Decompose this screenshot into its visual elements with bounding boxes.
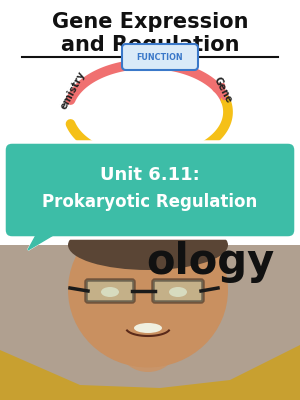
Text: emistry: emistry bbox=[59, 69, 87, 111]
Text: Gene: Gene bbox=[212, 75, 234, 105]
FancyBboxPatch shape bbox=[0, 245, 300, 400]
Polygon shape bbox=[0, 345, 300, 400]
Ellipse shape bbox=[101, 287, 119, 297]
Ellipse shape bbox=[169, 287, 187, 297]
Text: Gene Expression: Gene Expression bbox=[52, 12, 248, 32]
Ellipse shape bbox=[134, 323, 162, 333]
FancyBboxPatch shape bbox=[122, 44, 198, 70]
Text: Prokaryotic Regulation: Prokaryotic Regulation bbox=[42, 193, 258, 211]
Ellipse shape bbox=[68, 220, 228, 270]
Polygon shape bbox=[28, 228, 65, 250]
Text: Unit 6.11:: Unit 6.11: bbox=[100, 166, 200, 184]
Text: and Regulation: and Regulation bbox=[61, 35, 239, 55]
Polygon shape bbox=[28, 228, 65, 250]
FancyBboxPatch shape bbox=[4, 142, 296, 238]
Ellipse shape bbox=[122, 332, 174, 372]
Text: FUNCTION: FUNCTION bbox=[137, 52, 183, 62]
FancyBboxPatch shape bbox=[153, 280, 203, 302]
Text: ology: ology bbox=[146, 241, 274, 283]
Ellipse shape bbox=[68, 212, 228, 368]
FancyBboxPatch shape bbox=[86, 280, 134, 302]
